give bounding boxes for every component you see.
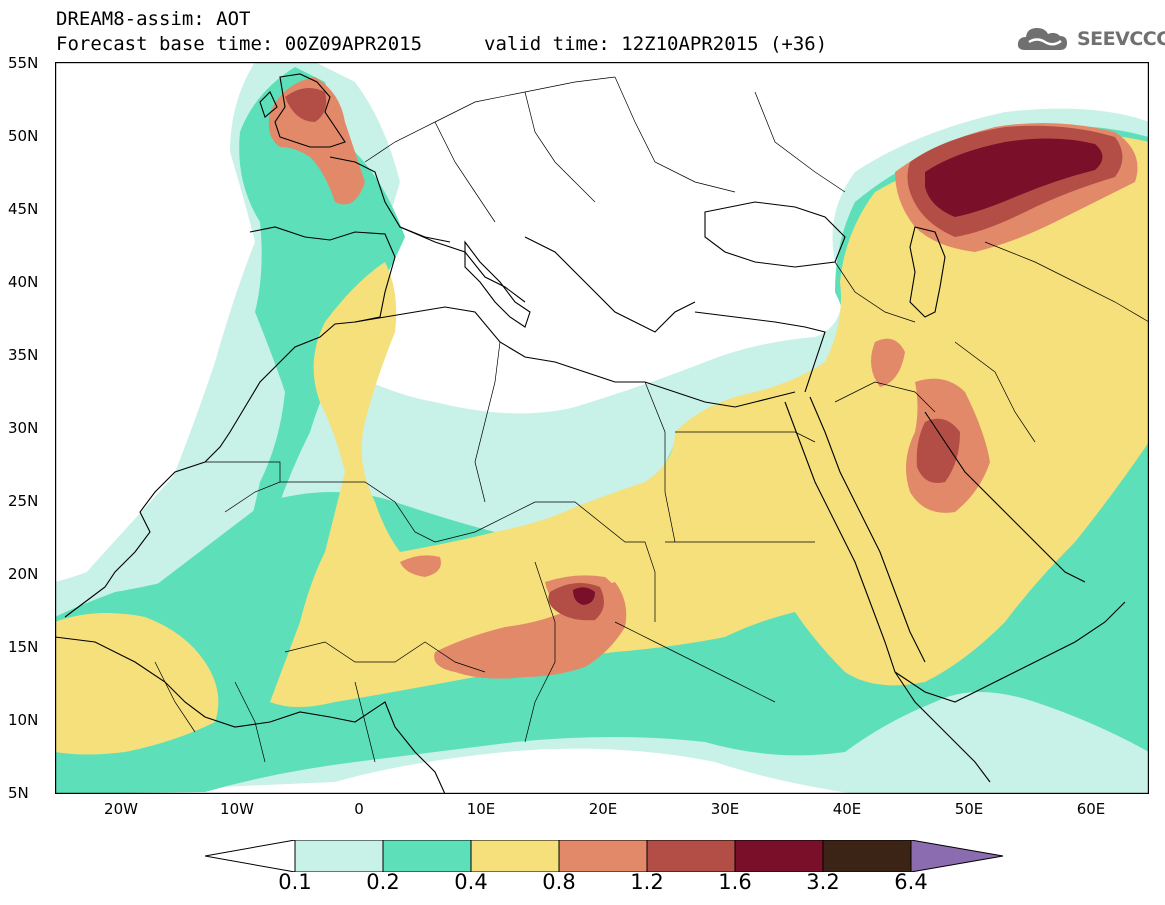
colorbar-segment bbox=[822, 840, 912, 872]
colorbar bbox=[205, 840, 1004, 872]
seevccc-logo: SEEVCCC bbox=[1015, 22, 1165, 58]
colorbar-segment bbox=[382, 840, 472, 872]
aot-level-0.4 bbox=[55, 133, 1149, 755]
lat-label: 10N bbox=[8, 711, 39, 729]
lat-label: 30N bbox=[8, 419, 39, 437]
lat-label: 55N bbox=[8, 54, 39, 72]
colorbar-label: 0.2 bbox=[366, 870, 400, 894]
lon-label: 30E bbox=[710, 800, 740, 818]
map-title: DREAM8-assim: AOT bbox=[56, 8, 251, 30]
country-borders bbox=[154, 76, 1149, 763]
colorbar-segment bbox=[205, 840, 296, 872]
lon-label: 0 bbox=[354, 800, 364, 818]
colorbar-segment bbox=[910, 840, 1004, 872]
coastlines bbox=[55, 73, 1126, 794]
lat-label: 35N bbox=[8, 346, 39, 364]
colorbar-label: 1.6 bbox=[718, 870, 752, 894]
colorbar-segment bbox=[470, 840, 560, 872]
lat-label: 40N bbox=[8, 273, 39, 291]
aot-level-1.6 bbox=[573, 138, 1103, 605]
lat-label: 50N bbox=[8, 127, 39, 145]
colorbar-label: 0.8 bbox=[542, 870, 576, 894]
lon-label: 20E bbox=[588, 800, 618, 818]
lat-label: 15N bbox=[8, 638, 39, 656]
logo-text: SEEVCCC bbox=[1077, 28, 1165, 50]
lat-label: 20N bbox=[8, 565, 39, 583]
lon-label: 40E bbox=[832, 800, 862, 818]
lat-label: 45N bbox=[8, 200, 39, 218]
colorbar-label: 0.4 bbox=[454, 870, 488, 894]
colorbar-label: 3.2 bbox=[806, 870, 840, 894]
lon-label: 10E bbox=[466, 800, 496, 818]
lon-label: 20W bbox=[104, 800, 138, 818]
lat-label: 5N bbox=[8, 784, 29, 802]
aot-map bbox=[55, 62, 1149, 794]
lon-label: 10W bbox=[220, 800, 254, 818]
lat-label: 25N bbox=[8, 492, 39, 510]
valid-time: valid time: 12Z10APR2015 (+36) bbox=[484, 33, 828, 55]
colorbar-label: 1.2 bbox=[630, 870, 664, 894]
lon-label: 50E bbox=[954, 800, 984, 818]
forecast-base-time: Forecast base time: 00Z09APR2015 bbox=[56, 33, 423, 55]
colorbar-segment bbox=[734, 840, 824, 872]
colorbar-segment bbox=[294, 840, 384, 872]
colorbar-label: 0.1 bbox=[278, 870, 312, 894]
colorbar-segment bbox=[646, 840, 736, 872]
colorbar-label: 6.4 bbox=[894, 870, 928, 894]
lon-label: 60E bbox=[1076, 800, 1106, 818]
cloud-icon bbox=[1017, 28, 1067, 50]
colorbar-segment bbox=[558, 840, 648, 872]
